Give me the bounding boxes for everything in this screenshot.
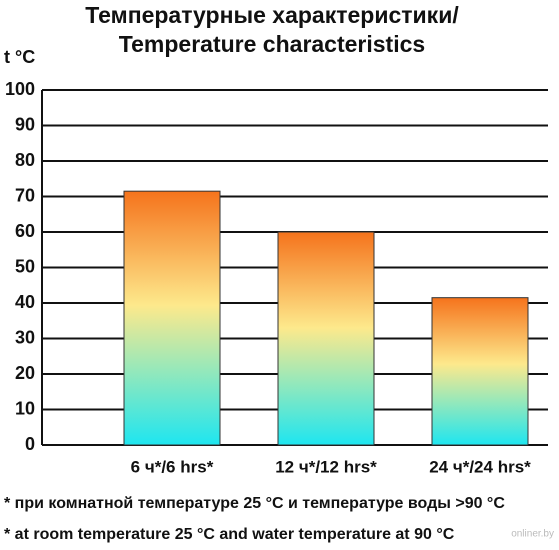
bar: [431, 297, 529, 446]
y-tick-label: 0: [25, 434, 35, 454]
y-tick-label: 30: [15, 327, 35, 347]
y-tick-label: 40: [15, 292, 35, 312]
bar: [123, 190, 221, 446]
y-tick-label: 100: [5, 79, 35, 99]
chart-title: Temperature characteristics: [119, 31, 425, 57]
y-tick-label: 20: [15, 363, 35, 383]
x-tick-label: 24 ч*/24 hrs*: [429, 457, 531, 476]
chart-title: Температурные характеристики/: [85, 2, 459, 28]
y-tick-label: 50: [15, 256, 35, 276]
watermark: onliner.by: [511, 529, 554, 540]
x-tick-label: 6 ч*/6 hrs*: [131, 457, 214, 476]
y-tick-label: 70: [15, 185, 35, 205]
y-tick-label: 90: [15, 114, 35, 134]
bar: [277, 231, 375, 446]
footnote: * at room temperature 25 °C and water te…: [4, 526, 455, 543]
y-tick-label: 10: [15, 398, 35, 418]
y-axis-label: t °C: [4, 47, 35, 67]
x-tick-label: 12 ч*/12 hrs*: [275, 457, 377, 476]
y-tick-label: 80: [15, 150, 35, 170]
footnote: * при комнатной температуре 25 °C и темп…: [4, 495, 505, 512]
y-tick-label: 60: [15, 221, 35, 241]
